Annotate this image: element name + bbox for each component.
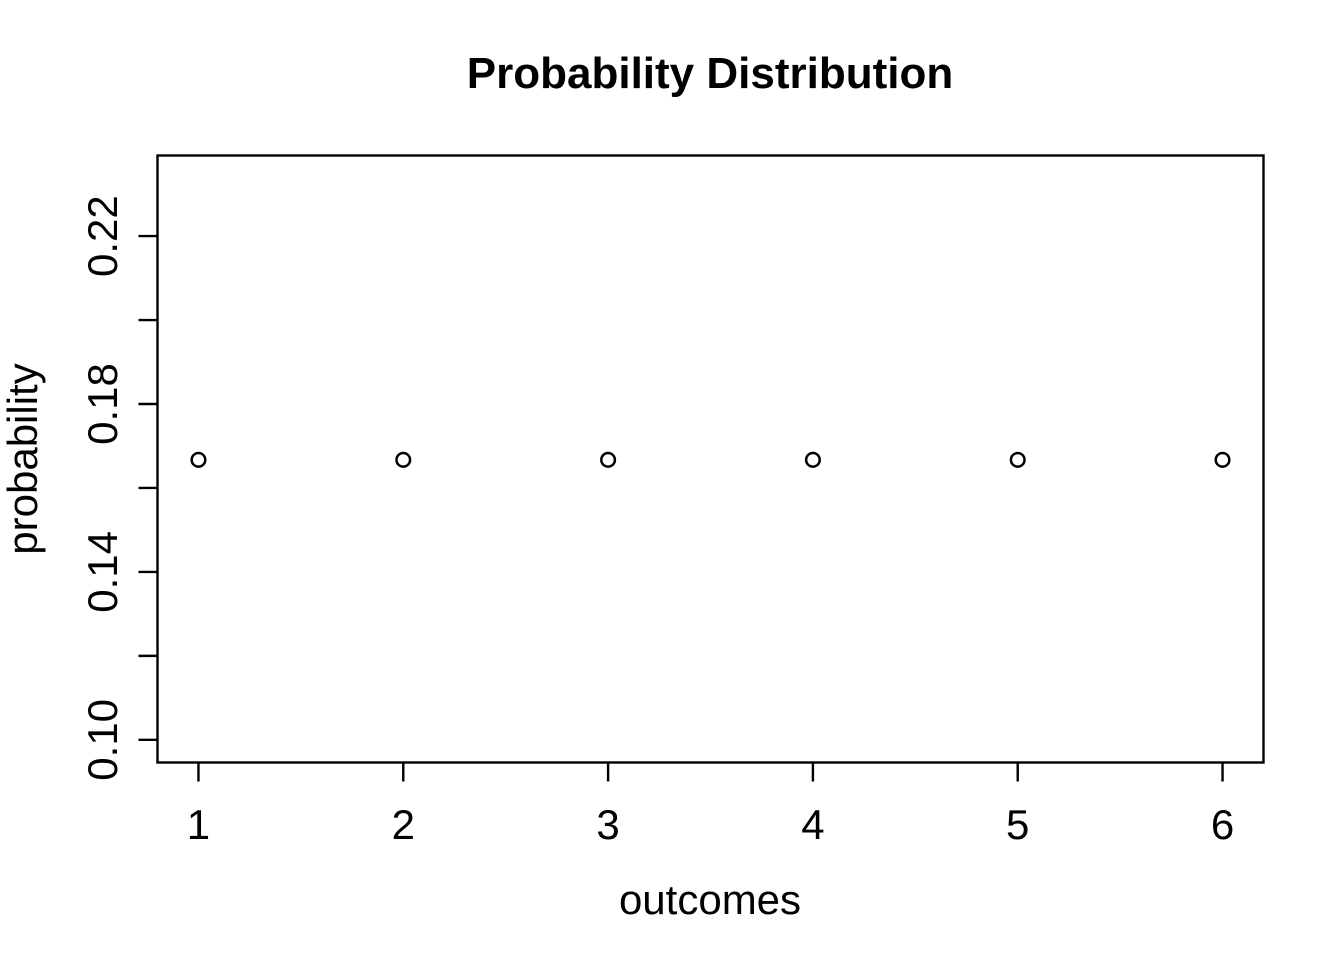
y-tick-label: 0.22 <box>79 195 126 277</box>
data-point-circle <box>600 451 617 468</box>
data-point-circle <box>190 451 207 468</box>
chart-title: Probability Distribution <box>467 49 953 98</box>
x-axis-ticks: 1 2 3 4 5 6 <box>187 762 1234 848</box>
data-point-circle <box>804 451 821 468</box>
plot-box <box>156 154 1265 764</box>
x-tick-label: 3 <box>596 801 619 848</box>
x-tick-label: 2 <box>392 801 415 848</box>
x-tick-label: 5 <box>1006 801 1029 848</box>
x-tick-label: 4 <box>801 801 824 848</box>
x-axis-label: outcomes <box>619 876 801 923</box>
x-tick-label: 1 <box>187 801 210 848</box>
y-axis-ticks: 0.10 0.14 0.18 0.22 <box>79 195 158 781</box>
y-tick-label: 0.18 <box>79 363 126 445</box>
data-point-circle <box>395 451 412 468</box>
data-points <box>190 451 1231 468</box>
y-tick-label: 0.14 <box>79 531 126 613</box>
y-axis-label: probability <box>0 363 46 554</box>
data-point-circle <box>1214 451 1231 468</box>
data-point-circle <box>1009 451 1026 468</box>
x-tick-label: 6 <box>1211 801 1234 848</box>
y-tick-label: 0.10 <box>79 699 126 781</box>
